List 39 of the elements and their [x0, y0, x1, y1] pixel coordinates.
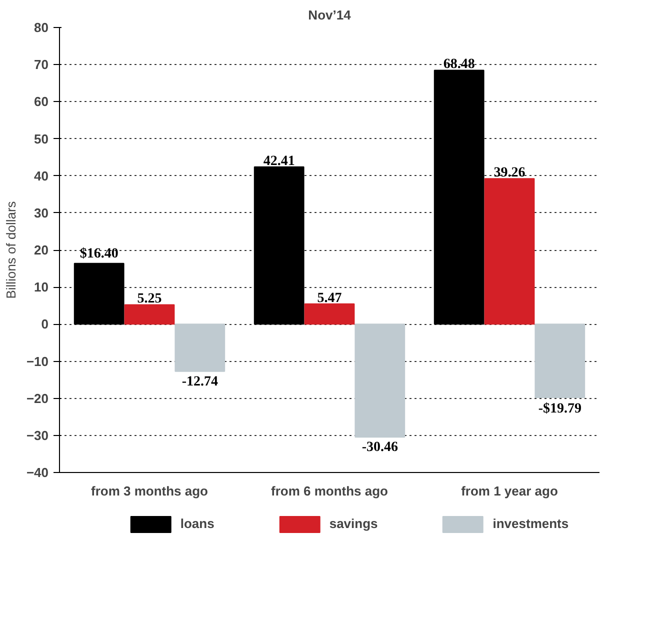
legend-label: loans	[180, 516, 214, 531]
y-tick-label: 10	[34, 280, 49, 295]
y-tick-label: −40	[26, 465, 49, 480]
data-label: 68.48	[443, 57, 475, 72]
y-tick-label: 60	[34, 94, 49, 110]
bar	[534, 324, 586, 398]
y-tick-label: 20	[34, 242, 49, 258]
y-tick-label: 80	[34, 20, 49, 35]
bar	[174, 324, 226, 372]
data-label: 5.25	[137, 292, 162, 307]
y-tick-label: −30	[26, 428, 49, 443]
chart-title: Nov’14	[308, 8, 352, 22]
bar	[74, 262, 124, 325]
y-tick-label: −20	[26, 390, 49, 406]
data-label: 42.41	[263, 154, 295, 169]
y-tick-label: 40	[34, 168, 49, 184]
bar	[484, 178, 535, 325]
y-tick-label: 70	[34, 57, 49, 72]
data-label: -$19.79	[538, 402, 582, 417]
data-label: 5.47	[317, 290, 342, 306]
bar	[354, 324, 406, 438]
x-tick-label: from 3 months ago	[90, 484, 208, 498]
y-tick-label: 50	[34, 131, 49, 146]
y-tick-label: 30	[34, 205, 49, 220]
bar	[304, 303, 355, 325]
y-tick-label: 0	[41, 316, 49, 332]
bar	[254, 166, 304, 325]
data-label: 39.26	[494, 166, 526, 181]
y-axis-title: Billions of dollars	[3, 200, 18, 299]
legend-label: savings	[329, 516, 378, 531]
y-tick-label: −10	[26, 354, 49, 369]
data-label: -30.46	[362, 440, 398, 456]
x-tick-label: from 1 year ago	[461, 484, 558, 498]
x-tick-label: from 6 months ago	[270, 484, 388, 498]
data-label: -12.74	[182, 374, 218, 390]
data-label: $16.40	[80, 246, 118, 262]
bar	[124, 304, 175, 325]
bar	[434, 70, 484, 325]
legend-label: investments	[492, 516, 569, 531]
